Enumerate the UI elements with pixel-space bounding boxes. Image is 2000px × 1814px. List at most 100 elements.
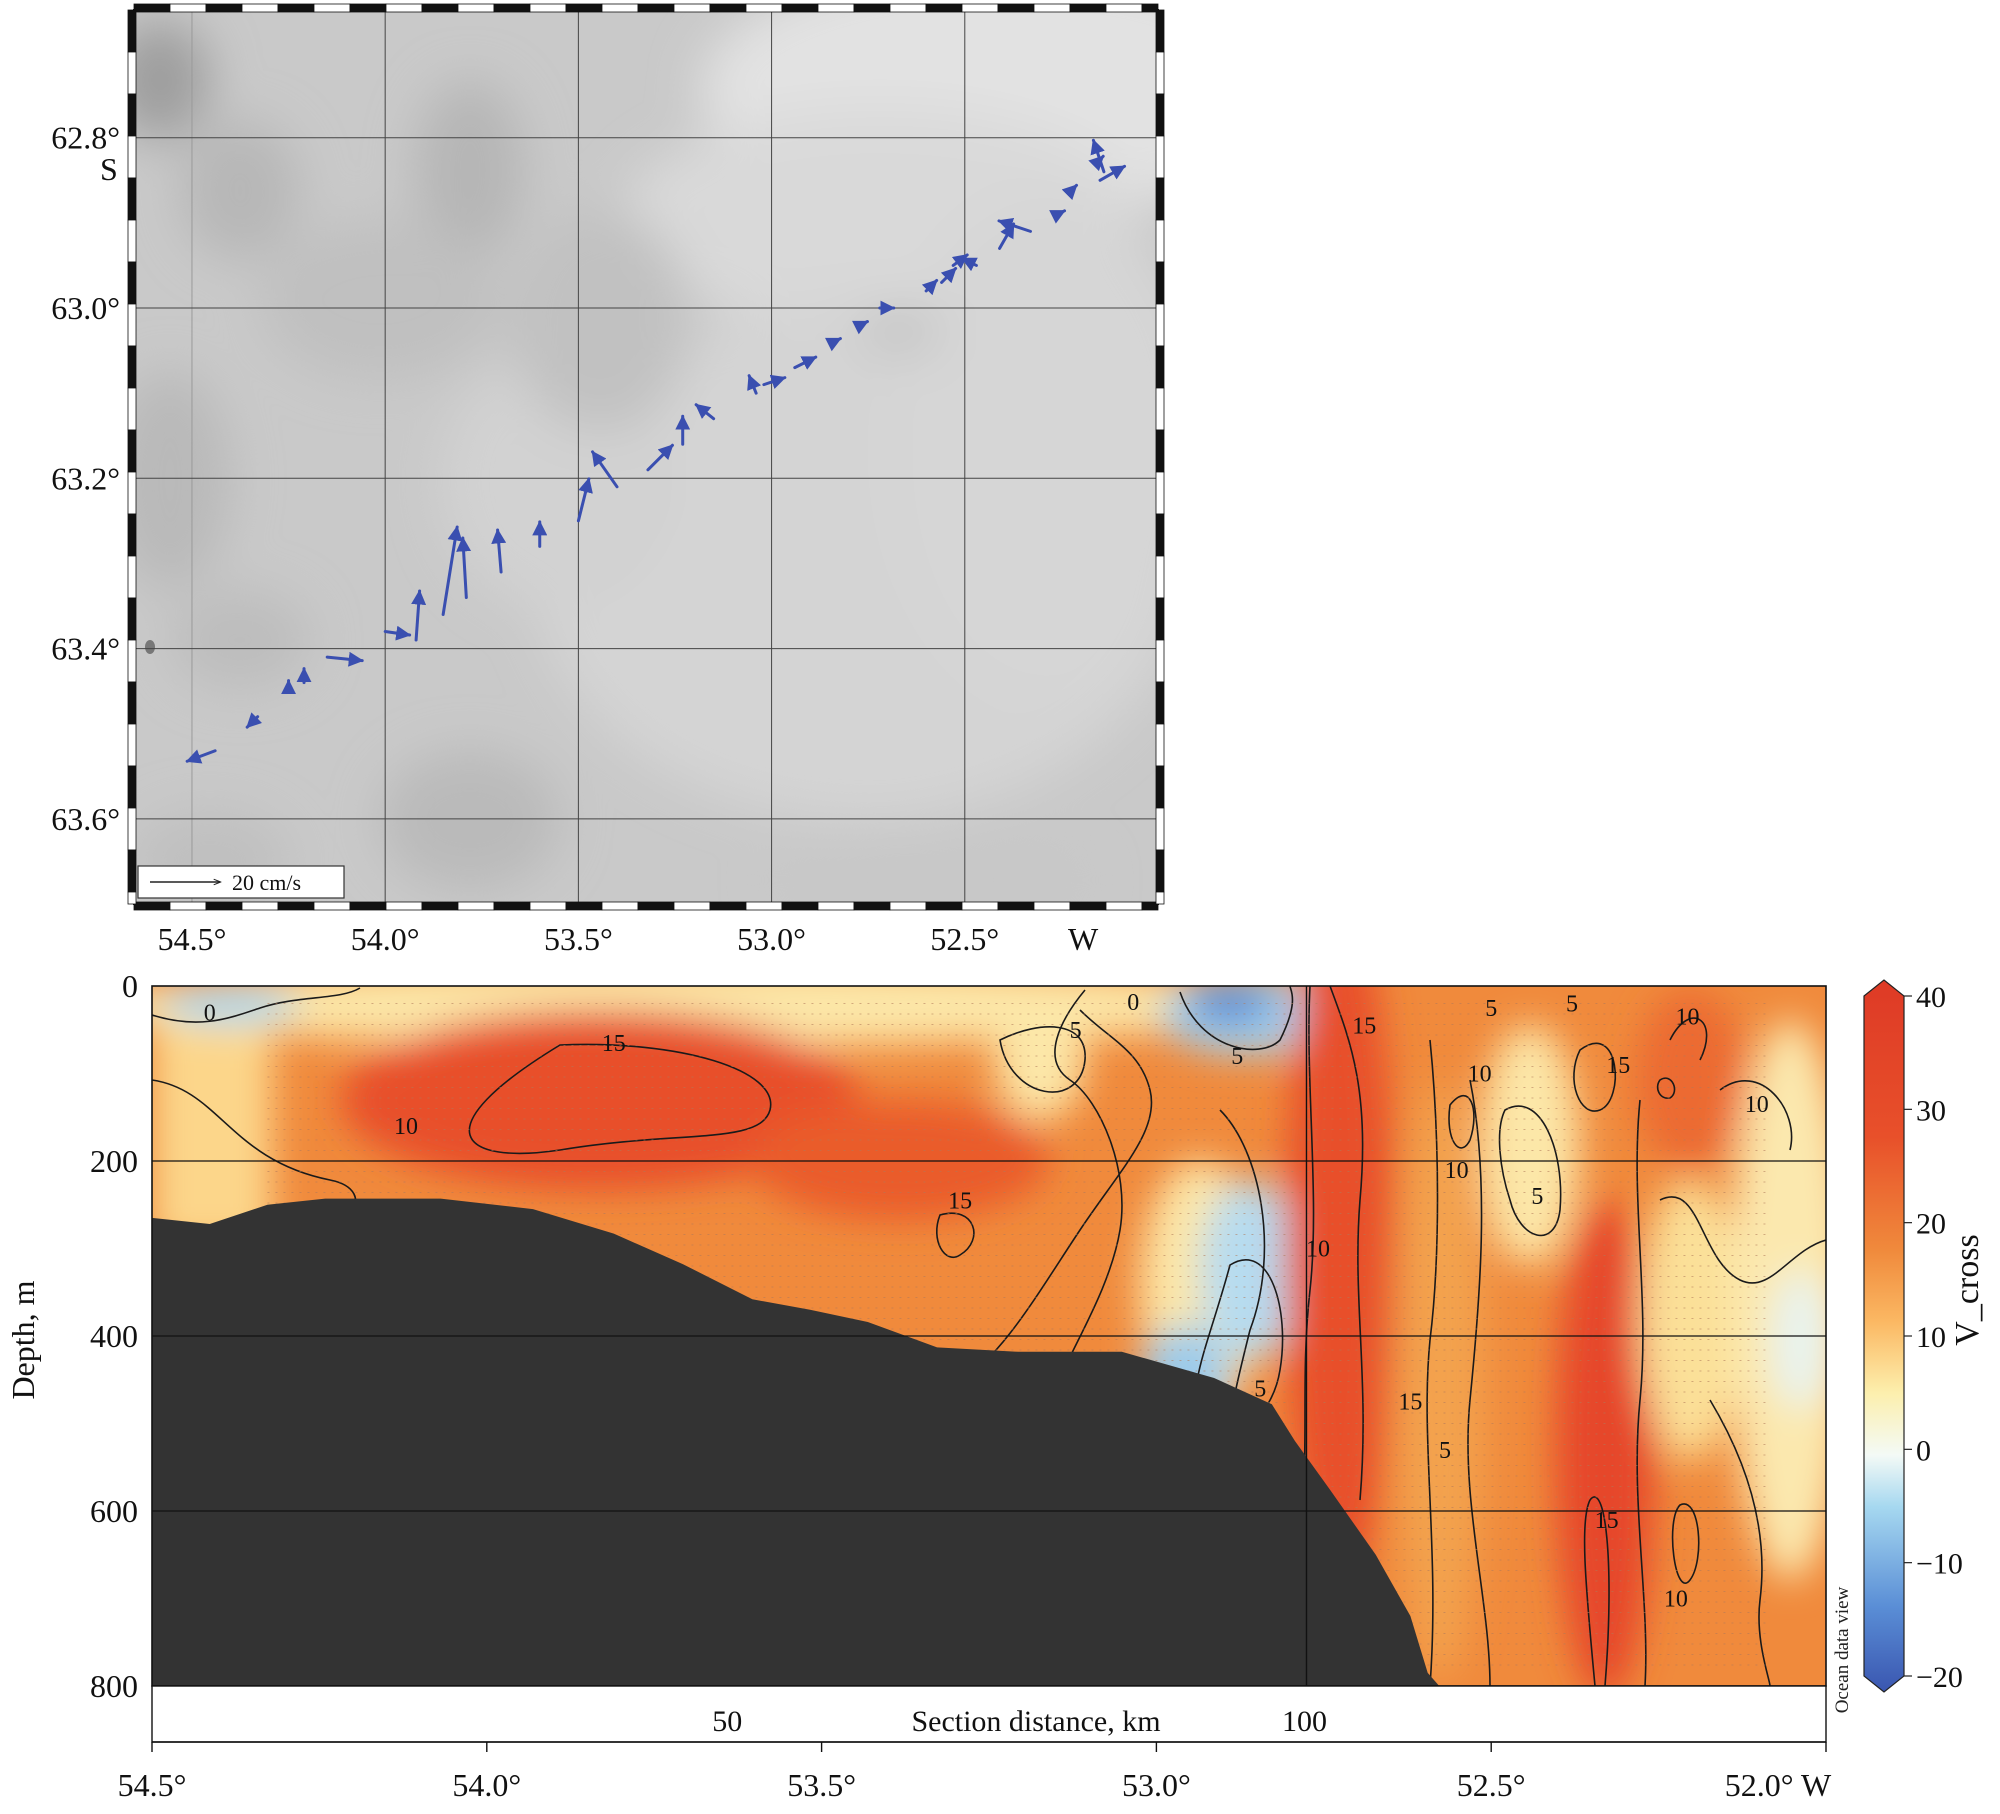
border-segment <box>1141 3 1159 13</box>
colorbar-tick-label: 40 <box>1916 981 1946 1014</box>
border-segment <box>277 901 315 911</box>
border-segment <box>127 471 137 515</box>
border-segment <box>127 513 137 557</box>
colorbar-tick-label: 30 <box>1916 1094 1946 1127</box>
current-vector <box>960 256 978 272</box>
contour-label: 15 <box>1606 1053 1630 1079</box>
latitude-tick-label: 62.8° <box>51 120 120 156</box>
border-segment <box>673 3 711 13</box>
distance-tick-label: 50 <box>712 1705 742 1738</box>
border-segment <box>673 901 711 911</box>
current-vector <box>411 589 427 642</box>
longitude-tick-labels: 54.5° 54.0° 53.5° 53.0° 52.5° <box>158 921 1000 957</box>
ocean-data-view-watermark: Ocean data view <box>1832 1586 1853 1713</box>
contour-label: 15 <box>602 1031 626 1057</box>
border-segment <box>601 901 639 911</box>
border-segment <box>781 901 819 911</box>
depth-tick-label: 400 <box>90 1318 138 1354</box>
border-segment <box>421 901 459 911</box>
border-segment <box>745 3 783 13</box>
contour-east-2 <box>1467 1079 1491 1686</box>
latitude-tick-labels: 62.8° 63.0° 63.2° 63.4° 63.6° <box>51 120 120 837</box>
colorbar-tick-label: −20 <box>1916 1661 1963 1694</box>
depth-axis-label: Depth, m <box>5 1280 41 1399</box>
contour-15-upper <box>1329 986 1364 1501</box>
latitude-tick-label: 63.4° <box>51 631 120 667</box>
border-segment <box>1155 597 1165 641</box>
colorbar-tick-label: 20 <box>1916 1208 1946 1241</box>
border-segment <box>1155 345 1165 389</box>
contour-west-bank <box>1299 986 1315 1521</box>
current-vector <box>852 320 869 335</box>
contour-value-labels: 0 0 5 5 5 5 5 5 5 10 10 10 10 10 10 10 15 15 15 15 15 15 <box>204 990 1769 1613</box>
contour-15-east <box>1573 1042 1617 1112</box>
border-segment <box>241 3 279 13</box>
contour-label: 5 <box>1439 1438 1451 1464</box>
depth-tick-labels: 0 200 400 600 800 <box>90 968 138 1704</box>
border-segment <box>277 3 315 13</box>
longitude-tick-label: 52.0° W <box>1725 1767 1832 1803</box>
border-segment <box>889 3 927 13</box>
border-segment <box>241 901 279 911</box>
border-segment <box>1155 387 1165 431</box>
distance-axis-box <box>151 1685 1827 1743</box>
border-segment <box>133 901 171 911</box>
map-checkered-border <box>127 3 1165 911</box>
colorbar-tick-label: −10 <box>1916 1548 1963 1581</box>
border-segment <box>127 807 137 851</box>
contour-15-deep <box>935 1212 975 1258</box>
colorbar-label: V_cross <box>1949 1234 1986 1345</box>
border-segment <box>1155 723 1165 767</box>
latitude-tick-label: 63.0° <box>51 290 120 326</box>
map-graticule <box>134 10 1158 904</box>
section-gridlines <box>152 986 1826 1686</box>
border-segment <box>1155 303 1165 347</box>
contour-label: 10 <box>1745 1092 1769 1118</box>
border-segment <box>709 901 747 911</box>
border-segment <box>1105 901 1143 911</box>
colorbar-tick-labels: 40 30 20 10 0 −10 −20 <box>1904 981 1963 1694</box>
border-segment <box>127 639 137 683</box>
border-segment <box>127 849 137 893</box>
current-vector <box>441 525 463 617</box>
contour-label: 15 <box>1398 1390 1422 1416</box>
contour-5-east <box>1498 1105 1562 1237</box>
longitude-tick-label: 52.5° <box>1457 1767 1526 1803</box>
border-segment <box>1155 681 1165 725</box>
border-segment <box>1155 51 1165 95</box>
border-segment <box>169 901 207 911</box>
border-segment <box>205 901 243 911</box>
border-segment <box>493 901 531 911</box>
contour-label: 15 <box>948 1188 972 1214</box>
current-vector <box>762 374 787 390</box>
contour-east-4 <box>1659 1196 1826 1284</box>
current-vector <box>747 374 762 395</box>
border-segment <box>127 345 137 389</box>
contour-label: 10 <box>394 1114 418 1140</box>
border-segment <box>127 681 137 725</box>
contour-15-core <box>468 1043 772 1155</box>
border-segment <box>997 3 1035 13</box>
contour-0-west <box>152 987 361 1023</box>
border-segment <box>565 901 603 911</box>
border-segment <box>1069 901 1107 911</box>
border-segment <box>127 723 137 767</box>
contour-label: 0 <box>1127 990 1139 1016</box>
colorbar-bar <box>1863 979 1905 1693</box>
border-segment <box>961 901 999 911</box>
section-longitude-tick-labels: 54.5° 54.0° 53.5° 53.0° 52.5° 52.0° W <box>118 1742 1832 1803</box>
border-segment <box>169 3 207 13</box>
border-segment <box>1155 891 1165 905</box>
longitude-tick-label: 53.5° <box>787 1767 856 1803</box>
colorbar-tick-label: 0 <box>1916 1434 1931 1467</box>
border-segment <box>601 3 639 13</box>
border-segment <box>925 3 963 13</box>
border-segment <box>1155 135 1165 179</box>
current-vector <box>591 450 619 489</box>
contour-label: 5 <box>1531 1184 1543 1210</box>
contour-10-loop <box>1656 1077 1676 1099</box>
depth-tick-label: 0 <box>122 968 138 1004</box>
current-vector <box>646 443 674 472</box>
longitude-tick-label: 54.5° <box>118 1767 187 1803</box>
